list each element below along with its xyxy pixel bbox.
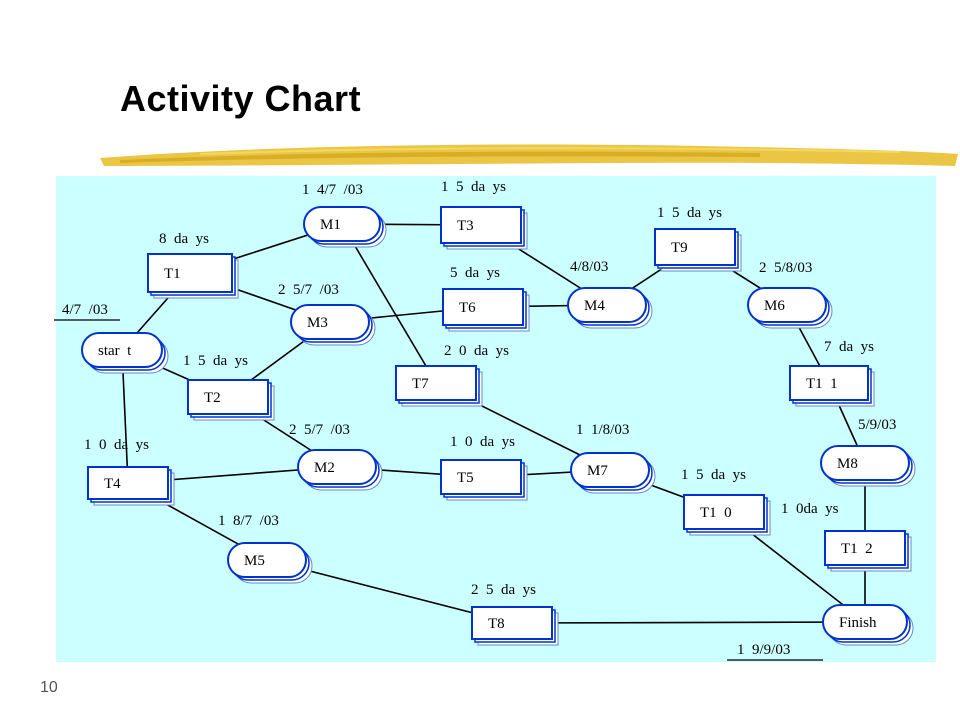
task-node-t11: T1 1 [789, 365, 875, 407]
task-node-t4: T4 [87, 466, 175, 506]
task-node-t6: T6 [442, 288, 530, 332]
nodes-layer: star t T1 M1 T3 M3 T6 M4 T9 M6 T2 T7 T1 1 T4 M2 T5 M7 M8… [81, 206, 916, 646]
task-node-t10: T1 0 [683, 494, 771, 536]
annotation-label: 2 5/8/03 [759, 260, 812, 276]
edge-m1-t7 [341, 223, 437, 384]
milestone-node-finish: Finish [822, 604, 914, 646]
node-label: T8 [488, 616, 505, 632]
task-node-t5: T5 [440, 459, 528, 501]
node-label: M8 [837, 456, 858, 472]
annotation-label: 1 1/8/03 [576, 422, 629, 438]
node-label: T9 [671, 240, 688, 256]
annotation-label: 7 da ys [824, 339, 874, 355]
node-label: M7 [587, 463, 608, 479]
node-label: T2 [204, 390, 221, 406]
node-label: T6 [459, 300, 476, 316]
node-label: M6 [764, 298, 785, 314]
milestone-node-m8: M8 [820, 445, 916, 487]
annotation-label: 1 9/9/03 [737, 642, 790, 658]
node-label: T7 [412, 376, 429, 392]
annotation-label: 1 5 da ys [441, 179, 506, 195]
node-label: M3 [307, 315, 328, 331]
annotation-label: 2 5/7 /03 [289, 422, 350, 438]
annotation-label: 5/9/03 [858, 417, 896, 433]
milestone-node-m6: M6 [747, 287, 833, 329]
title-brush-stroke [100, 144, 958, 166]
task-node-t7: T7 [395, 365, 483, 407]
annotation-label: 1 5 da ys [183, 353, 248, 369]
node-label: T1 [164, 266, 181, 282]
node-label: Finish [839, 615, 877, 631]
node-label: T1 1 [806, 376, 838, 392]
labels-layer: 1 4/7 /03 1 5 da ys 8 da ys 1 5 da ys 4/7 /0… [54, 179, 896, 661]
milestone-node-m4: M4 [567, 287, 653, 329]
annotation-label: 1 4/7 /03 [302, 182, 363, 198]
node-label: T1 0 [700, 505, 732, 521]
task-node-t2: T2 [187, 379, 275, 421]
node-label: M2 [314, 460, 335, 476]
task-node-t1: T1 [147, 253, 239, 299]
annotation-label: 1 0da ys [781, 501, 839, 517]
annotation-label: 2 5/7 /03 [278, 282, 339, 298]
node-label: T1 2 [841, 541, 873, 557]
node-label: T4 [104, 476, 121, 492]
annotation-label: 1 0 da ys [450, 434, 515, 450]
milestone-node-m7: M7 [570, 452, 656, 494]
milestone-node-m5: M5 [227, 542, 313, 584]
task-node-t3: T3 [440, 206, 528, 250]
node-label: T3 [457, 218, 474, 234]
edge-t8-finish [511, 621, 866, 624]
annotation-label: 4/7 /03 [62, 302, 108, 318]
milestone-node-m2: M2 [297, 449, 383, 491]
task-node-t12: T1 2 [824, 530, 912, 572]
annotation-label: 1 8/7 /03 [218, 513, 279, 529]
annotation-label: 5 da ys [450, 265, 500, 281]
annotation-label: 2 0 da ys [444, 343, 509, 359]
annotation-label: 4/8/03 [570, 259, 608, 275]
annotation-label: 1 5 da ys [681, 467, 746, 483]
node-label: M4 [584, 298, 605, 314]
page-number: 10 [40, 679, 58, 696]
task-node-t8: T8 [471, 606, 559, 646]
page-title: Activity Chart [120, 78, 362, 119]
annotation-label: 1 5 da ys [657, 205, 722, 221]
milestone-node-m3: M3 [290, 304, 376, 346]
annotation-label: 1 0 da ys [84, 437, 149, 453]
node-label: M1 [320, 217, 341, 233]
annotation-label: 2 5 da ys [471, 582, 536, 598]
node-label: star t [98, 343, 132, 359]
annotation-label: 8 da ys [159, 231, 209, 247]
milestone-node-m1: M1 [303, 206, 387, 248]
node-label: T5 [457, 470, 474, 486]
task-node-t9: T9 [654, 228, 742, 272]
milestone-node-start: star t [81, 332, 169, 374]
node-label: M5 [244, 553, 265, 569]
